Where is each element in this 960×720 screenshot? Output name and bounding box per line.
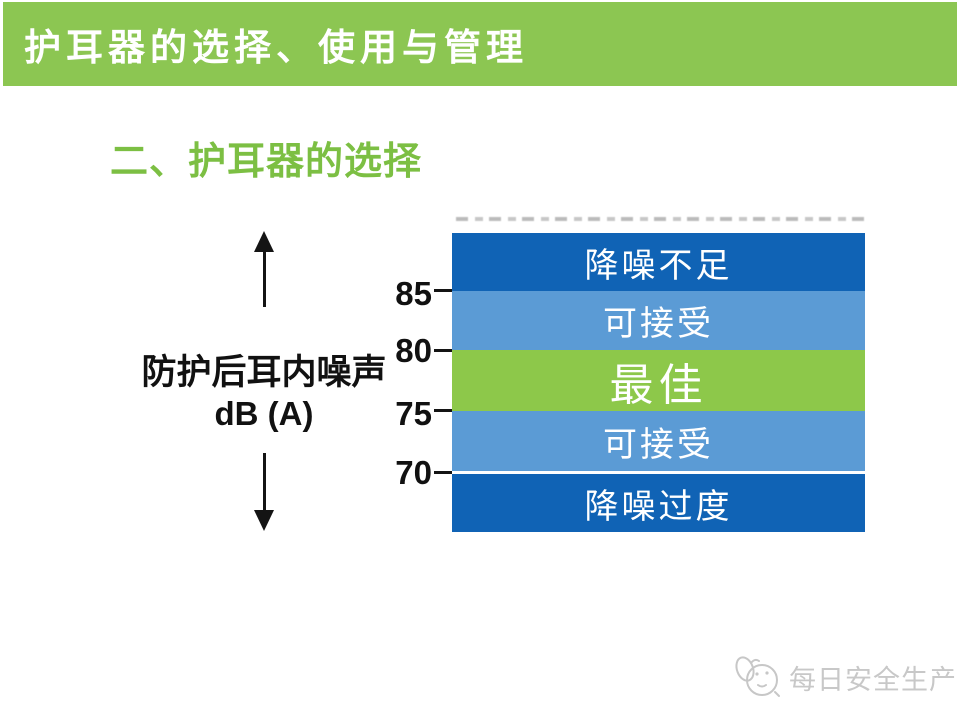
tick-value-70: 70 [395,454,432,491]
up-arrowhead [254,231,274,252]
up-arrow-shaft [263,250,266,307]
zone-band-chart: 降噪不足 可接受 最佳 可接受 降噪过度 [452,233,865,532]
title-bar: 护耳器的选择、使用与管理 [3,2,957,86]
tick-mark [434,471,452,474]
zone-insufficient-reduction: 降噪不足 [452,233,865,291]
section-heading: 二、护耳器的选择 [110,141,423,183]
down-arrow-shaft [263,453,266,511]
tick-mark [434,289,452,292]
down-arrowhead [254,510,274,531]
zone-acceptable-lower: 可接受 [452,411,865,474]
chick-mascot-icon [735,656,780,697]
tick-value-80: 80 [395,332,432,369]
zone-acceptable-upper: 可接受 [452,291,865,350]
watermark: 每日安全生产 [731,652,957,702]
page-title: 护耳器的选择、使用与管理 [24,27,528,68]
tick-value-85: 85 [395,275,432,312]
axis-label-line2: dB (A) [214,395,314,432]
artifact-dashed-line [456,217,864,221]
zone-excessive-reduction: 降噪过度 [452,474,865,532]
tick-value-75: 75 [395,395,432,432]
tick-mark [434,409,452,412]
watermark-text: 每日安全生产 [789,664,957,695]
tick-mark [434,349,452,352]
axis-label: 防护后耳内噪声 dB (A) [114,351,414,433]
zone-optimal: 最佳 [452,350,865,411]
axis-label-line1: 防护后耳内噪声 [141,353,387,392]
